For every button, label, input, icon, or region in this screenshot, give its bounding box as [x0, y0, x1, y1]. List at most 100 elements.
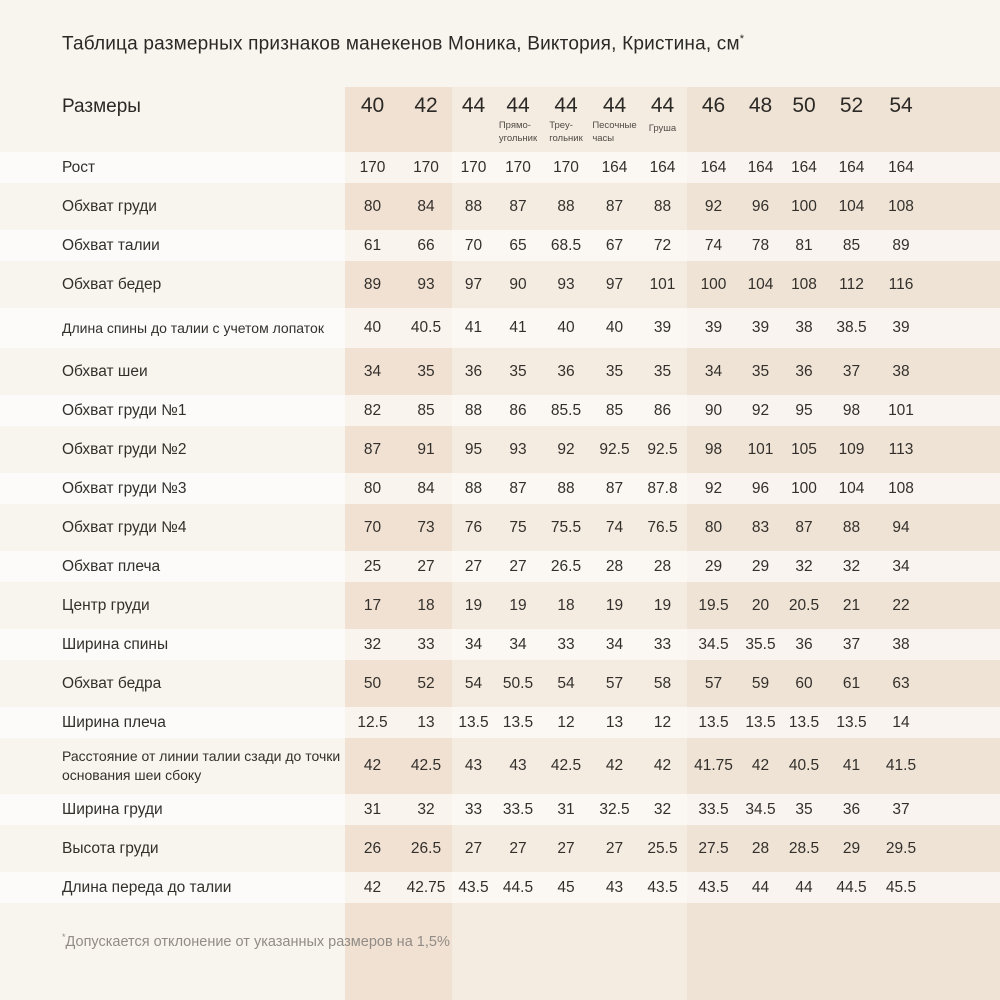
cell-value: 88 — [557, 479, 575, 497]
cell-value: 19 — [464, 596, 483, 614]
figure-type-label: Прямо-угольник — [498, 120, 538, 144]
cell-value: 29 — [704, 557, 723, 575]
cell-value: 66 — [417, 236, 435, 254]
cell-value: 34 — [704, 362, 723, 380]
cell-value: 86 — [653, 401, 672, 419]
cell-value: 28 — [751, 839, 770, 857]
row-label: Обхват груди №1 — [62, 401, 187, 419]
cell-value: 92 — [751, 401, 770, 419]
cell-value: 86 — [509, 401, 527, 419]
row-label: Обхват бедра — [62, 674, 162, 692]
cell-value: 108 — [888, 197, 914, 215]
table-row: Обхват плеча 25 27 27 27 26.5 28 28 29 29 32 32 34 — [0, 551, 1000, 583]
cell-value: 20 — [751, 596, 770, 614]
cell-value: 68.5 — [550, 236, 582, 254]
cell-value: 45.5 — [885, 878, 917, 896]
cell-value: 108 — [791, 275, 817, 293]
cell-value: 38.5 — [836, 319, 867, 337]
cell-value: 34 — [509, 635, 527, 653]
row-label: Расстояние от линии талии сзади до точки… — [62, 748, 341, 784]
table-row: Расстояние от линии талии сзади до точки… — [0, 746, 1000, 786]
size-column-header: 44 Груша — [638, 88, 687, 152]
cell-value: 36 — [557, 362, 575, 380]
cell-value: 21 — [842, 596, 861, 614]
cell-value: 85.5 — [550, 401, 582, 419]
cell-value: 35 — [509, 362, 527, 380]
row-label: Обхват бедер — [62, 275, 162, 293]
cell-value: 42.5 — [410, 757, 442, 775]
cell-value: 164 — [700, 158, 727, 176]
row-label: Центр груди — [62, 596, 150, 614]
cell-value: 113 — [888, 440, 914, 458]
table-body: Рост 170 170 170 170 170 164 164 164 164 164 164 164… — [0, 152, 1000, 904]
footnote-text: Допускается отклонение от указанных разм… — [65, 934, 450, 951]
cell-value: 95 — [464, 440, 483, 458]
page-title: Таблица размерных признаков манекенов Мо… — [62, 33, 1000, 55]
size-number: 44 — [506, 94, 530, 118]
cell-value: 50 — [363, 674, 382, 692]
table-row: Обхват груди №1 82 85 88 86 85.5 85 86 90 92 95 98 1… — [0, 395, 1000, 427]
cell-value: 20.5 — [788, 596, 820, 614]
cell-value: 39 — [704, 319, 723, 337]
cell-value: 92 — [704, 197, 723, 215]
table-row: Центр груди 17 18 19 19 18 19 19 19.5 20 20.5 21 22 — [0, 590, 1000, 621]
size-number: 44 — [554, 94, 578, 118]
cell-value: 61 — [363, 236, 382, 254]
cell-value: 101 — [888, 401, 914, 419]
cell-value: 43.5 — [458, 878, 489, 896]
row-label: Обхват талии — [62, 236, 160, 254]
cell-value: 70 — [363, 518, 382, 536]
cell-value: 35 — [795, 800, 813, 818]
table-row: Рост 170 170 170 170 170 164 164 164 164 164 164 164 — [0, 152, 1000, 184]
cell-value: 32 — [795, 557, 813, 575]
figure-type-label: Треу-гольник — [549, 120, 583, 144]
cell-value: 37 — [892, 800, 910, 818]
cell-value: 27 — [509, 839, 527, 857]
row-label: Обхват груди №3 — [62, 479, 187, 497]
cell-value: 82 — [363, 401, 382, 419]
size-column-header: 46 — [687, 88, 740, 152]
cell-value: 81 — [795, 236, 813, 254]
table-row: Обхват талии 61 66 70 65 68.5 67 72 74 78 81 85 89 — [0, 230, 1000, 262]
size-column-header: 52 — [827, 88, 876, 152]
cell-value: 89 — [363, 275, 382, 293]
cell-value: 43 — [605, 878, 624, 896]
cell-value: 38 — [795, 319, 813, 337]
size-column-header: 44 — [452, 88, 495, 152]
cell-value: 26.5 — [410, 839, 442, 857]
row-label: Обхват груди №2 — [62, 440, 187, 458]
cell-value: 92 — [704, 479, 723, 497]
cell-value: 72 — [653, 236, 672, 254]
size-column-header: 50 — [781, 88, 827, 152]
corner-label: Размеры — [62, 96, 141, 118]
cell-value: 44.5 — [836, 878, 867, 896]
row-label: Обхват груди №4 — [62, 518, 187, 536]
cell-value: 34 — [464, 635, 483, 653]
size-column-header: 44 Треу-гольник — [541, 88, 591, 152]
cell-value: 170 — [553, 158, 579, 176]
cell-value: 34.5 — [745, 800, 776, 818]
cell-value: 88 — [842, 518, 861, 536]
cell-value: 36 — [795, 362, 813, 380]
cell-value: 41 — [464, 319, 483, 337]
row-label: Длина переда до талии — [62, 878, 232, 896]
cell-value: 13.5 — [745, 713, 776, 731]
cell-value: 35 — [653, 362, 672, 380]
cell-value: 42 — [363, 878, 382, 896]
cell-value: 89 — [892, 236, 910, 254]
row-label: Ширина груди — [62, 800, 163, 818]
cell-value: 80 — [704, 518, 723, 536]
table-row: Высота груди 26 26.5 27 27 27 27 25.5 27.5 28 28.5… — [0, 833, 1000, 864]
footnote: *Допускается отклонение от указанных раз… — [62, 932, 1000, 950]
cell-value: 101 — [747, 440, 774, 458]
cell-value: 19 — [653, 596, 672, 614]
cell-value: 35 — [751, 362, 770, 380]
cell-value: 42 — [605, 757, 624, 775]
cell-value: 33.5 — [698, 800, 729, 818]
row-label: Ширина плеча — [62, 713, 166, 731]
cell-value: 98 — [704, 440, 723, 458]
cell-value: 44 — [795, 878, 813, 896]
cell-value: 116 — [888, 275, 914, 293]
cell-value: 29 — [842, 839, 861, 857]
cell-value: 45 — [557, 878, 575, 896]
